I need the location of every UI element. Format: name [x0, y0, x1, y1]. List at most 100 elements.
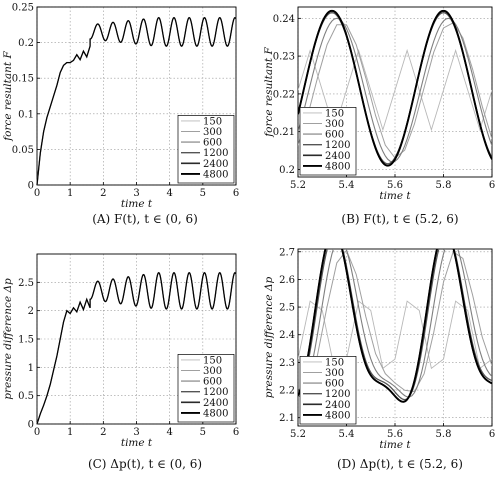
y-tick-label: 2.5: [18, 278, 34, 289]
x-axis-label: time t: [379, 190, 411, 202]
y-tick-label: 0.15: [12, 74, 34, 85]
legend-box: [177, 115, 235, 184]
legend-label-2400: 2400: [203, 398, 228, 409]
x-tick-label: 5.4: [339, 180, 355, 191]
legend-label-300: 300: [325, 368, 344, 379]
series-line-600: [298, 17, 492, 163]
y-tick-label: 0.5: [18, 391, 34, 402]
series-line-overview: [36, 17, 237, 186]
y-tick-label: 0.2: [279, 165, 295, 176]
x-tick-label: 5.6: [387, 429, 403, 440]
y-tick-label: 1.5: [18, 335, 34, 346]
x-axis-label: time t: [121, 198, 153, 210]
y-tick-label: 0.21: [273, 127, 295, 138]
x-tick-label: 3: [133, 188, 139, 199]
y-tick-label: 2.1: [279, 413, 295, 424]
legend-label-600: 600: [203, 377, 222, 388]
y-tick-label: 0: [28, 420, 34, 431]
y-tick-label: 2.7: [279, 247, 295, 258]
legend-label-2400: 2400: [325, 151, 350, 162]
legend-label-4800: 4800: [325, 161, 350, 172]
y-axis-label: force resultant F: [263, 47, 275, 138]
chart-a: 0 1 2 3 4 5 6 0 0.05 0.1 0.15 0.2 0.25 time t force re…: [2, 3, 239, 211]
legend-label-300: 300: [203, 127, 222, 138]
panel-d: 5.2 5.4 5.6 5.8 6 2.1 2.2 2.3 2.4 2.5 2.6 2.7 time t…: [250, 242, 500, 490]
x-axis-label: time t: [379, 439, 411, 451]
y-tick-label: 0.25: [12, 3, 34, 14]
x-tick-label: 5: [200, 188, 206, 199]
legend-label-600: 600: [325, 379, 344, 390]
legend-label-150: 150: [325, 357, 344, 368]
x-tick-label: 4: [166, 188, 172, 199]
y-tick-label: 0.24: [273, 14, 295, 25]
legend-label-2400: 2400: [325, 400, 350, 411]
x-tick-label: 5.8: [436, 180, 452, 191]
x-tick-label: 1: [67, 188, 73, 199]
y-axis-label: force resultant F: [2, 51, 14, 142]
y-tick-label: 0.1: [18, 109, 34, 120]
legend-label-150: 150: [203, 355, 222, 366]
x-tick-label: 5: [200, 427, 206, 438]
panel-b: 5.2 5.4 5.6 5.8 6 0.2 0.21 0.22 0.23 0.24 time t fo…: [250, 0, 500, 245]
x-tick-label: 5.6: [387, 180, 403, 191]
y-tick-label: 2.2: [279, 386, 295, 397]
y-tick-label: 2.6: [279, 275, 295, 286]
chart-d: 5.2 5.4 5.6 5.8 6 2.1 2.2 2.3 2.4 2.5 2.6 2.7 time t…: [263, 247, 495, 451]
y-tick-label: 2.3: [279, 358, 295, 369]
legend-label-300: 300: [325, 119, 344, 130]
legend-box: [177, 354, 235, 423]
panel-c: 0 1 2 3 4 5 6 0 0.5 1 1.5 2 2.5 time t pressure differ…: [0, 242, 250, 490]
x-tick-label: 2: [100, 188, 106, 199]
caption-c: (C) Δp(t), t ∈ (0, 6): [87, 457, 203, 471]
y-tick-label: 0.2: [18, 38, 34, 49]
plot-frame: [297, 248, 493, 427]
legend-label-4800: 4800: [203, 169, 228, 180]
x-axis-label: time t: [121, 437, 153, 449]
legend-label-1200: 1200: [203, 387, 228, 398]
legend-label-600: 600: [203, 138, 222, 149]
series-line-overview: [36, 272, 237, 425]
y-axis-label: pressure difference Δp: [263, 276, 275, 398]
y-tick-label: 2: [28, 306, 34, 317]
legend-label-4800: 4800: [325, 410, 350, 421]
x-tick-label: 2: [100, 427, 106, 438]
x-tick-label: 6: [489, 429, 495, 440]
x-tick-label: 3: [133, 427, 139, 438]
series-line-600: [298, 249, 492, 398]
x-tick-label: 4: [166, 427, 172, 438]
legend-label-1200: 1200: [203, 148, 228, 159]
legend-box: [299, 356, 357, 425]
x-tick-label: 1: [67, 427, 73, 438]
legend-label-150: 150: [203, 116, 222, 127]
x-tick-label: 5.2: [290, 180, 306, 191]
x-tick-label: 0: [34, 188, 40, 199]
x-tick-label: 6: [233, 427, 239, 438]
y-tick-label: 0.23: [273, 52, 295, 63]
series-line-150: [298, 300, 492, 370]
x-tick-label: 6: [233, 188, 239, 199]
x-tick-label: 5.2: [290, 429, 306, 440]
y-tick-label: 2.5: [279, 303, 295, 314]
chart-c: 0 1 2 3 4 5 6 0 0.5 1 1.5 2 2.5 time t pressure differ…: [2, 253, 239, 449]
y-tick-label: 0.05: [12, 145, 34, 156]
panel-a: 0 1 2 3 4 5 6 0 0.05 0.1 0.15 0.2 0.25 time t force re…: [0, 0, 250, 245]
legend-label-150: 150: [325, 108, 344, 119]
series-line-4800: [298, 9, 492, 167]
y-tick-label: 2.4: [279, 330, 295, 341]
series-line-4800: [298, 249, 492, 403]
legend-label-2400: 2400: [203, 159, 228, 170]
x-tick-label: 0: [34, 427, 40, 438]
x-tick-label: 6: [489, 180, 495, 191]
legend-label-4800: 4800: [203, 408, 228, 419]
legend-box: [299, 107, 357, 176]
y-tick-label: 0: [28, 181, 34, 192]
y-tick-label: 0.22: [273, 89, 295, 100]
caption-d: (D) Δp(t), t ∈ (5.2, 6): [336, 457, 463, 471]
legend-label-300: 300: [203, 366, 222, 377]
x-tick-label: 5.8: [436, 429, 452, 440]
plot-frame: [36, 253, 237, 425]
y-axis-label: pressure difference Δp: [2, 278, 14, 400]
caption-b: (B) F(t), t ∈ (5.2, 6): [341, 212, 459, 226]
